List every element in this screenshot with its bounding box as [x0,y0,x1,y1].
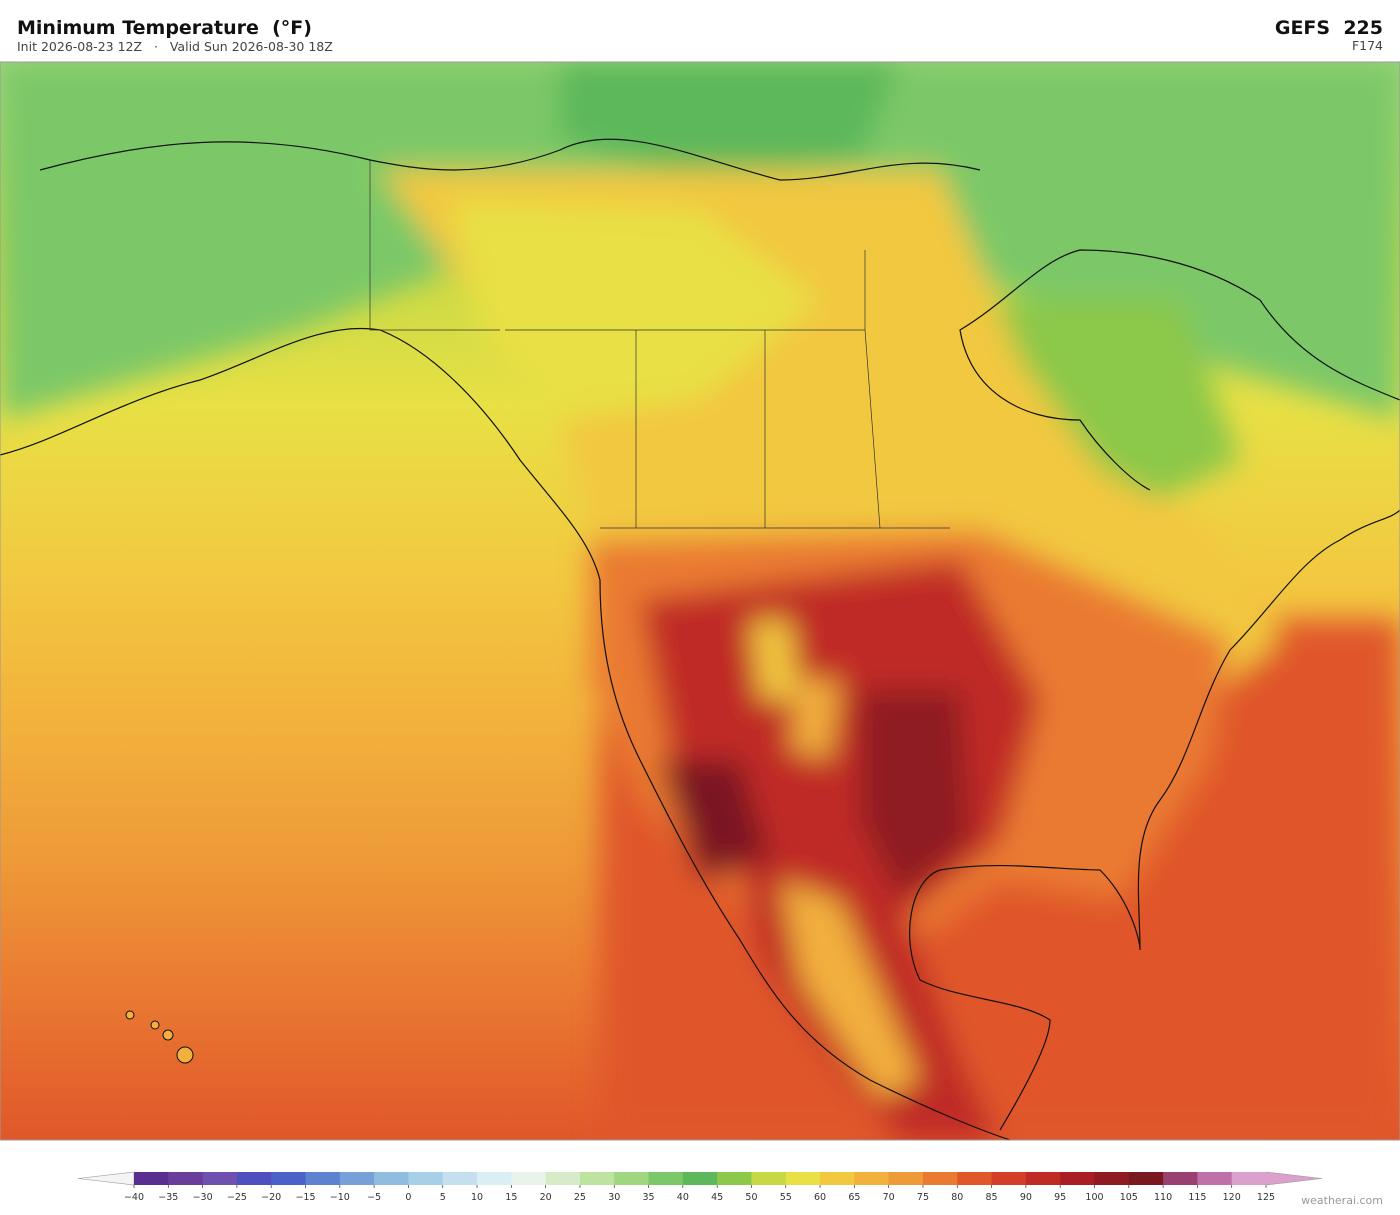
watermark: weatherai.com [1301,1194,1383,1207]
color-bin [202,1172,238,1185]
forecast-hour: F174 [1352,38,1383,53]
color-bin [682,1172,718,1185]
under-arrow [77,1171,135,1186]
tick-label: 50 [745,1192,757,1203]
color-bin [339,1172,375,1185]
tick-label: 80 [951,1192,963,1203]
borders [369,160,950,529]
tick-label: 15 [505,1192,517,1203]
color-bin [751,1172,787,1185]
color-bin [1163,1172,1198,1185]
color-bin [820,1172,855,1185]
tick-label: 35 [642,1192,654,1203]
color-bin [442,1172,478,1185]
tick-label: 70 [883,1192,895,1203]
tick-label: −15 [295,1192,315,1203]
tick-label: 25 [574,1192,586,1203]
tick-label: 20 [540,1192,552,1203]
tick-label: −30 [193,1192,213,1203]
tick-label: 60 [814,1192,826,1203]
tick-label: 45 [711,1192,723,1203]
color-bin [991,1172,1027,1185]
tick-label: 75 [917,1192,929,1203]
color-bin [854,1172,890,1185]
color-bin [648,1172,684,1185]
tick-label: 85 [986,1192,998,1203]
color-bin [374,1172,409,1185]
tick-label: 10 [471,1192,483,1203]
color-bin [168,1172,204,1185]
color-bin [477,1172,512,1185]
color-bin [1060,1172,1095,1185]
tick-label: 110 [1154,1192,1172,1203]
hawaii [125,1010,194,1064]
coastline [0,138,1400,1140]
tick-label: 40 [677,1192,689,1203]
tick-label: 0 [405,1192,411,1203]
color-bin [1197,1172,1233,1185]
color-bin [1025,1172,1061,1185]
color-bin [717,1172,752,1185]
tick-label: −35 [158,1192,178,1203]
tick-label: −10 [330,1192,350,1203]
color-bin [236,1172,272,1185]
color-bin [408,1172,444,1185]
color-bin [134,1172,169,1185]
tick-label: 120 [1223,1192,1241,1203]
color-bin [1094,1172,1130,1185]
tick-label: 5 [440,1192,446,1203]
color-bin [545,1172,581,1185]
tick-label: 100 [1085,1192,1103,1203]
color-bin [785,1172,821,1185]
tick-label: 30 [608,1192,620,1203]
tick-label: −5 [367,1192,381,1203]
color-bin [511,1172,547,1185]
tick-label: 95 [1054,1192,1066,1203]
color-bin [305,1172,341,1185]
tick-label: 105 [1120,1192,1138,1203]
map-title: Minimum Temperature (°F) [17,17,312,39]
map-subtitle: Init 2026-08-23 12Z · Valid Sun 2026-08-… [17,39,333,54]
map-area [0,62,1400,1140]
color-bin [614,1172,650,1185]
temperature-field [0,62,1400,1140]
map-frame [0,61,1400,1141]
colorbar: −40 −35 −30 −25 −20 −15 −10 −5 0 5 10 15 20 25 30 35 40 4… [77,1171,1323,1203]
tick-label: −40 [124,1192,144,1203]
tick-label: 65 [848,1192,860,1203]
tick-label: 115 [1188,1192,1206,1203]
tick-label: 90 [1020,1192,1032,1203]
color-bin [888,1172,924,1185]
color-bin [579,1172,615,1185]
tick-label: −20 [261,1192,281,1203]
color-bin [271,1172,307,1185]
tick-label: 125 [1257,1192,1275,1203]
color-bin [1128,1172,1164,1185]
over-arrow [1265,1171,1323,1186]
model-name: GEFS 225 [1275,17,1383,39]
color-bin [922,1172,958,1185]
color-bin [1231,1172,1267,1185]
tick-label: 55 [780,1192,792,1203]
tick-label: −25 [227,1192,247,1203]
color-bin [957,1172,993,1185]
